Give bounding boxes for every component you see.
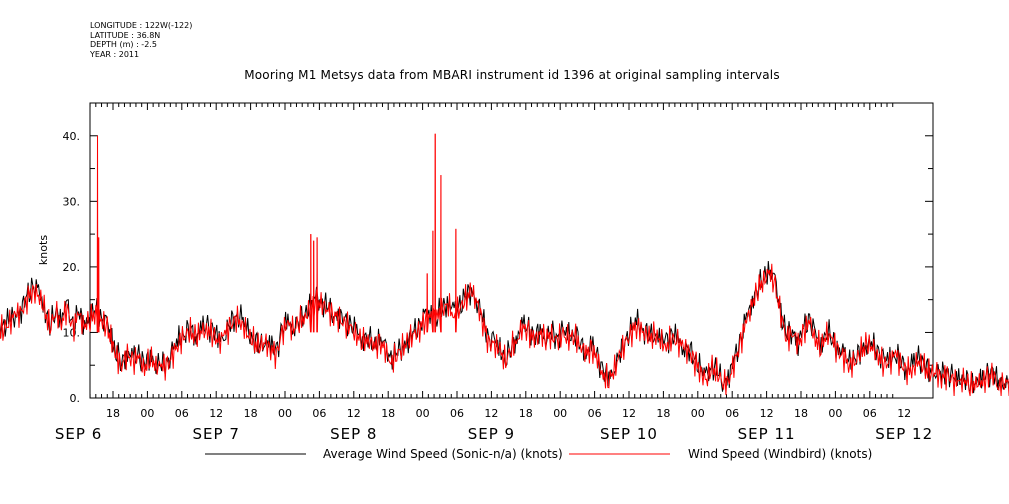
- metadata-block: LONGITUDE : 122W(-122) LATITUDE : 36.8N …: [90, 21, 192, 59]
- x-tick-label: 18: [794, 407, 808, 420]
- x-tick-label: 18: [519, 407, 533, 420]
- x-day-label: SEP 8: [330, 425, 377, 443]
- latitude-label: LATITUDE : 36.8N: [90, 30, 161, 40]
- x-tick-label: 12: [347, 407, 361, 420]
- x-tick-label: 18: [106, 407, 120, 420]
- y-tick-label: 10.: [63, 326, 81, 339]
- depth-label: DEPTH (m) : -2.5: [90, 40, 157, 49]
- y-tick-label: 0.: [70, 392, 81, 405]
- x-day-label: SEP 12: [875, 425, 933, 443]
- x-tick-label: 06: [175, 407, 189, 420]
- plot-frame: [89, 102, 934, 399]
- x-tick-label: 12: [760, 407, 774, 420]
- x-tick-label: 06: [588, 407, 602, 420]
- x-tick-label: 18: [244, 407, 258, 420]
- series-average-wind-line: [0, 260, 1009, 394]
- longitude-label: LONGITUDE : 122W(-122): [90, 21, 193, 30]
- x-tick-label: 00: [553, 407, 567, 420]
- x-tick-label: 12: [622, 407, 636, 420]
- x-tick-label: 12: [484, 407, 498, 420]
- x-tick-label: 06: [725, 407, 739, 420]
- legend-label-average: Average Wind Speed (Sonic-n/a) (knots): [323, 447, 563, 461]
- x-tick-label: 00: [140, 407, 154, 420]
- x-day-label: SEP 9: [468, 425, 515, 443]
- x-tick-label: 00: [691, 407, 705, 420]
- chart-title: Mooring M1 Metsys data from MBARI instru…: [244, 68, 780, 82]
- year-label: YEAR : 2011: [90, 49, 140, 59]
- x-tick-label: 00: [278, 407, 292, 420]
- legend-label-windbird: Wind Speed (Windbird) (knots): [688, 447, 872, 461]
- x-day-label: SEP 11: [738, 425, 796, 443]
- y-axis-label: knots: [37, 235, 50, 265]
- y-tick-label: 30.: [63, 195, 81, 208]
- x-tick-label: 06: [312, 407, 326, 420]
- x-tick-label: 18: [381, 407, 395, 420]
- x-day-label: SEP 10: [600, 425, 658, 443]
- x-tick-label: 00: [416, 407, 430, 420]
- x-day-label: SEP 6: [55, 425, 102, 443]
- x-tick-label: 06: [863, 407, 877, 420]
- x-tick-label: 06: [450, 407, 464, 420]
- y-tick-label: 20.: [63, 261, 81, 274]
- x-tick-label: 12: [209, 407, 223, 420]
- x-tick-label: 18: [656, 407, 670, 420]
- y-tick-label: 40.: [63, 130, 81, 143]
- x-day-label: SEP 7: [193, 425, 240, 443]
- x-tick-label: 12: [897, 407, 911, 420]
- x-tick-label: 00: [828, 407, 842, 420]
- series-windbird-line: [0, 133, 1009, 397]
